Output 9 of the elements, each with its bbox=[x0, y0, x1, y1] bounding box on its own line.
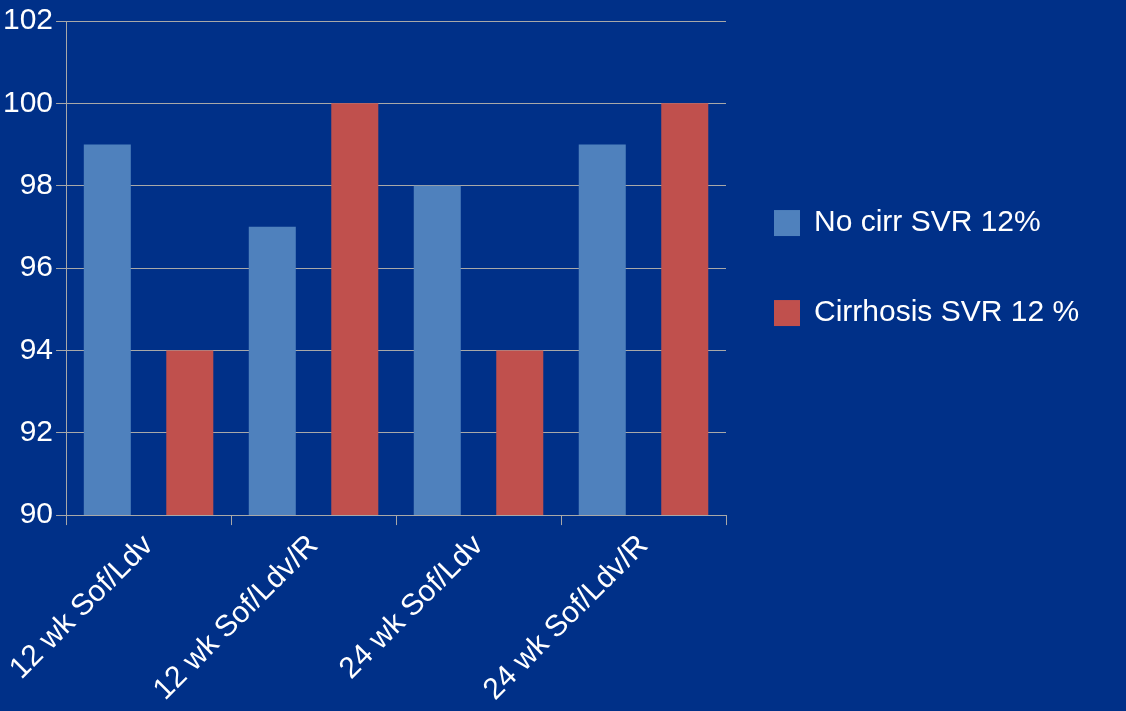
y-tick-label: 98 bbox=[19, 166, 54, 200]
y-tick-label: 100 bbox=[2, 84, 54, 118]
y-tick-label: 94 bbox=[19, 331, 54, 365]
y-tick-label: 90 bbox=[19, 496, 54, 530]
legend-label: Cirrhosis SVR 12 % bbox=[814, 294, 1080, 328]
y-tick-label: 92 bbox=[19, 414, 54, 447]
y-tick-label: 102 bbox=[2, 2, 54, 36]
legend-label: No cirr SVR 12% bbox=[814, 204, 1041, 238]
y-tick-label: 96 bbox=[19, 249, 54, 283]
